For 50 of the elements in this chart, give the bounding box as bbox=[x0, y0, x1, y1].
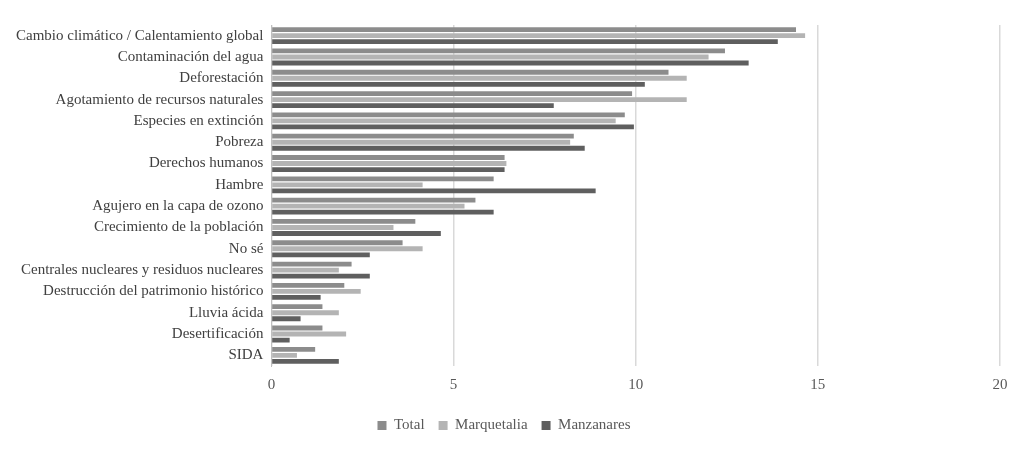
bar bbox=[272, 295, 321, 300]
y-tick-label: Destrucción del patrimonio histórico bbox=[43, 282, 264, 299]
bar bbox=[272, 133, 574, 139]
y-tick-label: Contaminación del agua bbox=[117, 47, 264, 64]
bar bbox=[272, 358, 339, 364]
bar bbox=[272, 231, 441, 236]
bar bbox=[272, 103, 554, 109]
legend-label: Manzanares bbox=[558, 416, 631, 433]
legend-label: Marquetalia bbox=[455, 416, 528, 433]
y-tick-label: Especies en extinción bbox=[133, 111, 264, 128]
bar bbox=[272, 252, 370, 258]
y-tick-label: Desertificación bbox=[171, 324, 264, 341]
legend-label: Total bbox=[393, 416, 425, 433]
bar bbox=[272, 112, 625, 118]
y-tick-label: SIDA bbox=[228, 346, 264, 363]
bar bbox=[272, 273, 370, 279]
y-tick-label: Agotamiento de recursos naturales bbox=[55, 90, 264, 107]
y-tick-label: Lluvia ácida bbox=[188, 303, 264, 320]
bar bbox=[272, 219, 416, 224]
y-tick-label: Cambio climático / Calentamiento global bbox=[15, 26, 264, 43]
bar bbox=[272, 69, 669, 75]
bar bbox=[272, 316, 301, 322]
x-tick-label: 5 bbox=[449, 375, 458, 392]
y-tick-label: Agujero en la capa de ozono bbox=[92, 197, 264, 214]
bar bbox=[272, 176, 494, 182]
bar bbox=[272, 91, 633, 96]
bar bbox=[272, 197, 476, 203]
bar bbox=[272, 346, 316, 352]
y-tick-label: Hambre bbox=[215, 175, 264, 192]
bar bbox=[272, 145, 585, 151]
bar bbox=[272, 155, 505, 160]
x-tick-label: 20 bbox=[992, 375, 1008, 392]
x-tick-label: 15 bbox=[810, 375, 826, 392]
y-tick-label: Deforestación bbox=[179, 69, 264, 86]
y-tick-label: Centrales nucleares y residuos nucleares bbox=[21, 261, 264, 278]
x-tick-label: 0 bbox=[267, 375, 276, 392]
x-tick-label: 10 bbox=[628, 375, 644, 392]
bar bbox=[272, 188, 596, 194]
y-tick-label: Pobreza bbox=[215, 133, 264, 150]
bar bbox=[272, 167, 505, 172]
bar bbox=[272, 27, 796, 33]
y-tick-label: Derechos humanos bbox=[148, 154, 264, 171]
y-tick-label: Crecimiento de la población bbox=[93, 218, 264, 235]
bar bbox=[272, 240, 403, 246]
bar bbox=[272, 304, 323, 310]
bar bbox=[272, 209, 494, 215]
bar bbox=[272, 39, 778, 45]
y-tick-label: No sé bbox=[228, 239, 264, 256]
bar bbox=[272, 282, 345, 288]
bar bbox=[272, 81, 645, 87]
